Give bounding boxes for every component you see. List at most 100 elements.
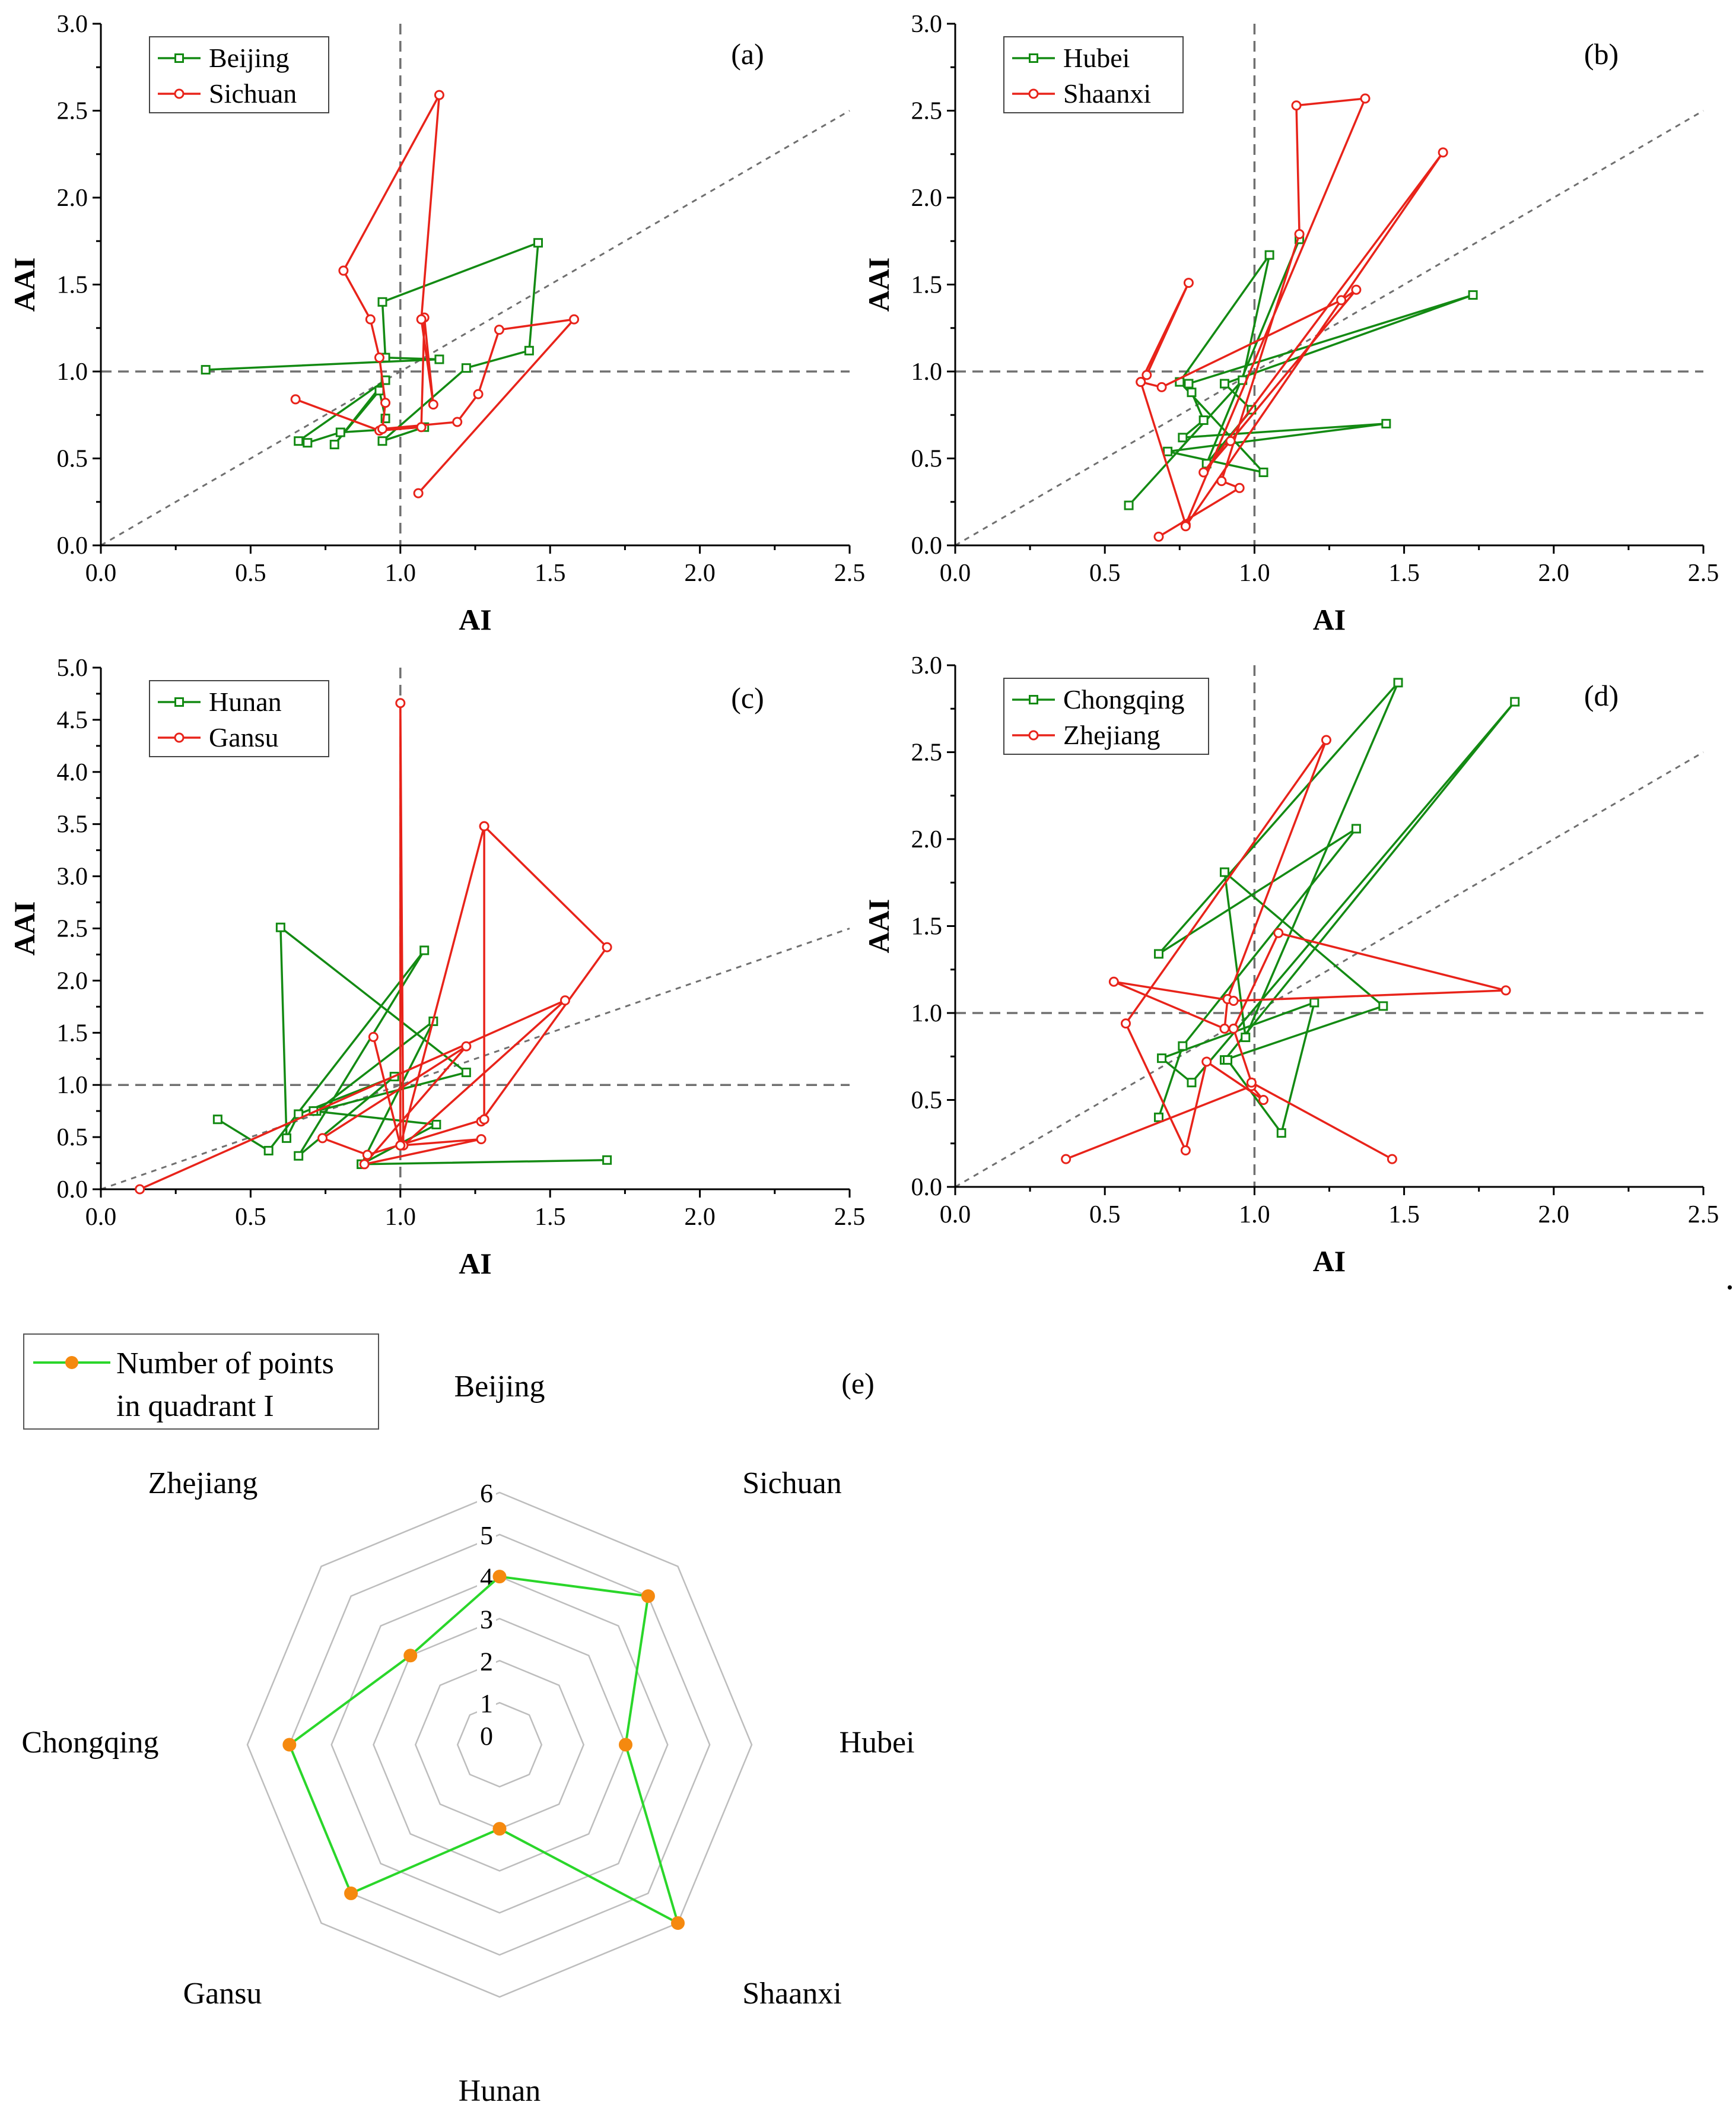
radar-data-point bbox=[282, 1738, 297, 1752]
y-tick-label: 1.0 bbox=[57, 358, 88, 386]
data-point bbox=[303, 438, 313, 448]
radar-scale-label: 5 bbox=[480, 1521, 493, 1550]
legend-label: Hunan bbox=[209, 687, 282, 717]
radar-scale-label-bg bbox=[477, 1723, 496, 1748]
data-point bbox=[533, 238, 543, 248]
radar-grid-ring bbox=[373, 1618, 627, 1872]
data-point bbox=[275, 922, 285, 932]
legend-swatch-marker bbox=[1029, 695, 1038, 704]
diagonal-reference-line bbox=[955, 751, 1704, 1188]
y-tick-label: 3.0 bbox=[57, 11, 88, 38]
data-point bbox=[1321, 735, 1331, 745]
legend-label: Chongqing bbox=[1063, 684, 1184, 715]
data-point bbox=[476, 1134, 487, 1145]
diagonal-reference-line bbox=[100, 110, 850, 547]
y-axis-label: AAI bbox=[8, 901, 41, 956]
series-line bbox=[1128, 239, 1474, 506]
data-point bbox=[1219, 867, 1229, 877]
x-tick-label: 2.0 bbox=[684, 560, 716, 587]
y-tick-label: 3.0 bbox=[911, 11, 943, 38]
data-point bbox=[294, 1151, 304, 1161]
data-point bbox=[1136, 377, 1146, 388]
data-point bbox=[413, 488, 424, 498]
data-point bbox=[452, 417, 463, 427]
legend-swatch-marker bbox=[174, 88, 185, 99]
data-point bbox=[1468, 290, 1478, 300]
data-point bbox=[602, 1155, 612, 1165]
data-point bbox=[1273, 928, 1284, 938]
data-point bbox=[281, 1133, 291, 1143]
data-point bbox=[416, 422, 427, 433]
data-point bbox=[377, 436, 387, 446]
y-tick-label: 4.5 bbox=[57, 707, 88, 734]
x-tick-label: 2.5 bbox=[1688, 1201, 1719, 1228]
data-point bbox=[1219, 379, 1229, 389]
y-tick-label: 5.0 bbox=[57, 655, 88, 682]
data-point bbox=[461, 1041, 472, 1052]
data-point bbox=[1178, 1041, 1188, 1051]
radar-scale-label: 0 bbox=[480, 1722, 493, 1751]
data-point bbox=[1294, 229, 1305, 240]
data-point bbox=[1201, 1056, 1212, 1067]
y-axis-label: AAI bbox=[8, 258, 41, 312]
scatter-panel-2: 0.0 0.5 1.0 1.5 2.0 2.5 0.0 0.5 1.0 1.5 2.0 2.5 3.0 A… bbox=[862, 11, 1719, 636]
x-tick-label: 0.0 bbox=[940, 1201, 971, 1228]
radar-axis-label: Gansu bbox=[183, 1977, 262, 2011]
panel-letter: (e) bbox=[841, 1367, 875, 1400]
series-zhejiang bbox=[1061, 735, 1511, 1164]
radar-panel: 0123456BeijingSichuanHubeiShaanxiHunanGa… bbox=[21, 1333, 915, 2108]
scatter-panel-4: 0.0 0.5 1.0 1.5 2.0 2.5 0.0 0.5 1.0 1.5 2.0 2.5 3.0 A… bbox=[862, 652, 1719, 1278]
data-point bbox=[428, 399, 438, 410]
radar-axis-label: Zhejiang bbox=[148, 1466, 258, 1500]
data-point bbox=[1291, 100, 1302, 111]
data-point bbox=[359, 1159, 370, 1170]
x-tick-label: 2.5 bbox=[1688, 560, 1719, 587]
data-point bbox=[374, 353, 384, 363]
data-point bbox=[1121, 1018, 1131, 1029]
trailing-dot: . bbox=[1725, 1258, 1734, 1297]
panel-letter: (b) bbox=[1584, 37, 1619, 71]
data-point bbox=[1142, 370, 1152, 380]
data-point bbox=[1156, 382, 1167, 392]
radar-legend: Number of points in quadrant I bbox=[23, 1333, 379, 1430]
y-tick-label: 2.5 bbox=[911, 739, 943, 767]
panel-letter: (a) bbox=[731, 37, 764, 71]
radar-grid-ring bbox=[456, 1701, 543, 1788]
radar-grid-ring bbox=[246, 1491, 753, 1998]
data-point bbox=[416, 314, 427, 325]
data-point bbox=[1336, 295, 1347, 306]
data-point bbox=[419, 945, 430, 955]
diagonal-reference-line bbox=[955, 110, 1704, 547]
radar-scale-label: 6 bbox=[480, 1479, 493, 1508]
x-tick-label: 1.5 bbox=[1388, 560, 1420, 587]
data-point bbox=[1360, 93, 1371, 104]
y-tick-label: 4.0 bbox=[57, 759, 88, 786]
legend-label: Sichuan bbox=[209, 78, 297, 109]
data-point bbox=[473, 389, 484, 399]
data-point bbox=[1178, 433, 1188, 443]
legend-box bbox=[1003, 678, 1209, 755]
x-tick-label: 2.0 bbox=[1538, 560, 1570, 587]
data-point bbox=[368, 1031, 379, 1042]
data-point bbox=[1187, 1078, 1197, 1088]
data-point bbox=[395, 1140, 406, 1151]
data-point bbox=[1108, 976, 1119, 987]
data-point bbox=[1381, 418, 1391, 428]
y-axis-label: AAI bbox=[862, 258, 895, 312]
data-point bbox=[434, 90, 444, 100]
radar-grid-ring bbox=[288, 1533, 711, 1956]
data-point bbox=[1180, 521, 1191, 532]
data-point bbox=[431, 1120, 441, 1130]
data-point bbox=[479, 1114, 489, 1125]
x-axis-label: AI bbox=[1313, 603, 1346, 636]
data-point bbox=[602, 942, 612, 952]
data-point bbox=[1510, 697, 1520, 707]
x-axis-label: AI bbox=[1313, 1244, 1346, 1278]
series-line bbox=[1139, 97, 1444, 538]
data-point bbox=[1198, 415, 1209, 425]
diagonal-reference-line bbox=[100, 928, 850, 1190]
series-hubei bbox=[1124, 234, 1478, 510]
series-shaanxi bbox=[1136, 93, 1448, 542]
x-tick-label: 0.0 bbox=[85, 560, 117, 587]
